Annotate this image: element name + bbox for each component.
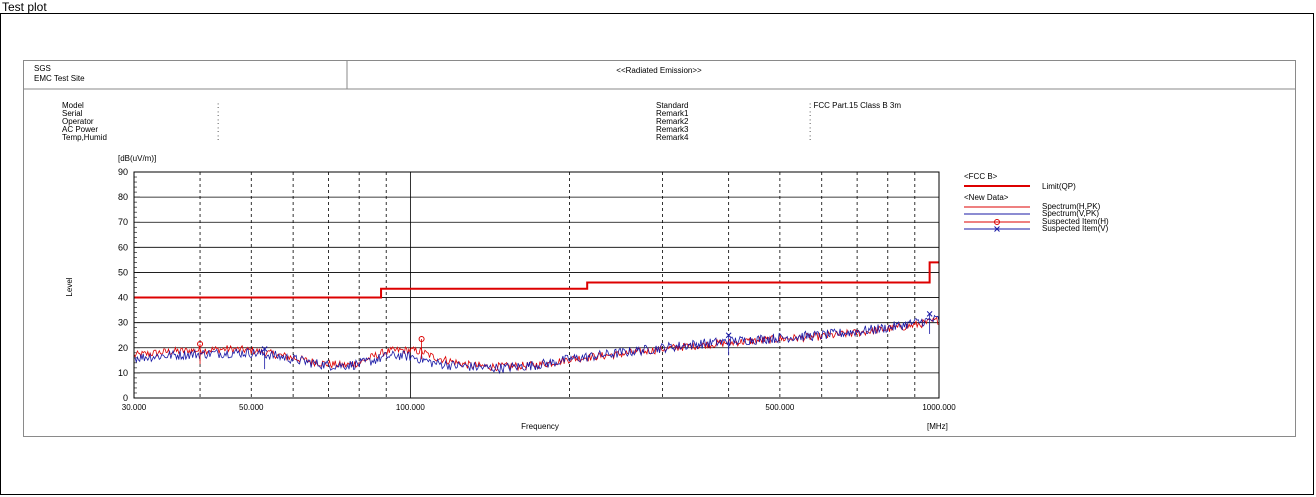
emission-chart: SGS EMC Test Site <<Radiated Emission>> … <box>24 61 1295 431</box>
page-label: Test plot <box>2 0 47 14</box>
y-tick-label: 80 <box>118 192 128 202</box>
y-unit-label: [dB(uV/m)] <box>118 154 156 163</box>
y-tick-label: 90 <box>118 167 128 177</box>
info-right: Standard : FCC Part.15 Class B 3m Remark… <box>656 101 901 142</box>
suspected-h-marker <box>418 335 425 342</box>
y-tick-label: 30 <box>118 318 128 328</box>
legend-group-fcc: <FCC B> <box>964 172 998 181</box>
suspected-v-marker <box>261 346 268 352</box>
report-title: <<Radiated Emission>> <box>616 66 702 75</box>
x-tick-label: 500.000 <box>765 403 794 412</box>
info-left: Model : Serial : Operator : AC Power : T… <box>62 101 219 142</box>
info-right-label: Standard <box>656 101 688 110</box>
plot-frame <box>133 171 940 399</box>
emission-report: SGS EMC Test Site <<Radiated Emission>> … <box>23 60 1296 437</box>
y-tick-label: 70 <box>118 217 128 227</box>
info-left-label: Serial <box>62 109 83 118</box>
x-ticks: 30.000 50.000 100.000 500.000 1000.000 <box>122 403 956 412</box>
y-tick-label: 40 <box>118 293 128 303</box>
legend-item-suspected-h: Suspected Item(H) <box>1042 217 1109 226</box>
info-right-label: Remark1 <box>656 109 689 118</box>
info-right-value: : FCC Part.15 Class B 3m <box>809 101 901 110</box>
info-left-label: Temp,Humid <box>62 133 107 142</box>
spectrum-v-line <box>133 314 940 375</box>
info-left-value: : <box>217 117 219 126</box>
suspected-v-marker <box>926 311 933 317</box>
x-axis-title: Frequency <box>521 422 559 431</box>
legend-group-new-data: <New Data> <box>964 193 1009 202</box>
info-right-value: : <box>809 125 811 134</box>
y-tick-label: 0 <box>123 393 128 403</box>
info-left-value: : <box>217 125 219 134</box>
info-right-label: Remark3 <box>656 125 689 134</box>
x-tick-label: 30.000 <box>122 403 147 412</box>
x-tick-label: 1000.000 <box>922 403 956 412</box>
y-ticks: 0 10 20 30 40 50 60 70 80 90 <box>118 167 128 403</box>
suspected-v-marker <box>725 332 732 339</box>
info-right-label: Remark4 <box>656 133 689 142</box>
info-left-value: : <box>217 133 219 142</box>
info-left-label: Operator <box>62 117 94 126</box>
company-name: SGS <box>34 64 51 73</box>
y-tick-label: 50 <box>118 267 128 277</box>
info-right-value: : <box>809 117 811 126</box>
info-right-value: : <box>809 109 811 118</box>
info-left-label: AC Power <box>62 125 98 134</box>
limit-line <box>134 261 939 299</box>
legend-item-limit: Limit(QP) <box>1042 182 1076 191</box>
x-tick-label: 100.000 <box>396 403 425 412</box>
y-tick-label: 10 <box>118 368 128 378</box>
suspected-h-marker <box>197 341 204 348</box>
info-right-value: : <box>809 133 811 142</box>
spectrum-h-line <box>133 316 940 372</box>
legend-marker-cross <box>994 226 1000 232</box>
x-tick-label: 50.000 <box>239 403 264 412</box>
info-left-value: : <box>217 101 219 110</box>
suspected-markers <box>197 311 933 370</box>
site-name: EMC Test Site <box>34 74 85 83</box>
info-left-value: : <box>217 109 219 118</box>
info-right-label: Remark2 <box>656 117 689 126</box>
legend-item-suspected-v: Suspected Item(V) <box>1042 224 1109 233</box>
legend-item-spectrum-h: Spectrum(H,PK) <box>1042 202 1101 211</box>
info-left-label: Model <box>62 101 84 110</box>
y-tick-label: 20 <box>118 343 128 353</box>
legend-marker-circle <box>994 219 1000 225</box>
grid <box>134 171 939 399</box>
legend-item-spectrum-v: Spectrum(V,PK) <box>1042 209 1099 218</box>
y-axis-title: Level <box>65 277 74 296</box>
x-unit-label: [MHz] <box>927 422 948 431</box>
y-tick-label: 60 <box>118 242 128 252</box>
legend: <FCC B> Limit(QP) <New Data> Spectrum(H,… <box>964 172 1109 233</box>
outer-frame <box>0 13 1314 495</box>
series <box>133 261 940 375</box>
